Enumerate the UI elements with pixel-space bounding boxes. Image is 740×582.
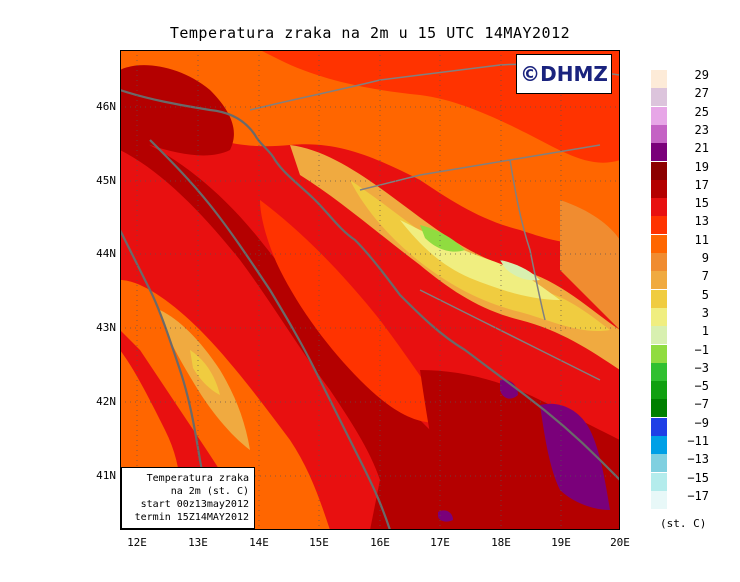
legend-swatch xyxy=(651,472,667,491)
legend-label: −13 xyxy=(687,452,709,467)
legend-swatch xyxy=(651,436,667,454)
legend-swatch xyxy=(651,490,667,509)
legend-swatch xyxy=(651,362,667,381)
lat-label: 45N xyxy=(96,174,116,187)
lat-label: 42N xyxy=(96,395,116,408)
info-line-2: na 2m (st. C) xyxy=(170,486,249,497)
legend-label: −1 xyxy=(694,342,709,357)
legend-label: 23 xyxy=(694,122,709,137)
legend-label: 29 xyxy=(694,68,709,82)
lon-label: 14E xyxy=(249,536,269,549)
legend-units: (st. C) xyxy=(660,517,707,530)
legend-label: −15 xyxy=(687,470,709,485)
legend-label: −11 xyxy=(687,434,709,448)
legend-swatch xyxy=(651,179,667,198)
lat-label: 46N xyxy=(96,100,116,113)
legend-swatch xyxy=(651,399,667,418)
lon-label: 15E xyxy=(309,536,329,549)
legend-swatch xyxy=(651,70,667,88)
legend-label: 5 xyxy=(701,287,709,302)
legend-swatch xyxy=(651,307,667,326)
lat-label: 43N xyxy=(96,321,116,334)
legend-swatch xyxy=(651,417,667,436)
legend-label: 19 xyxy=(694,159,709,174)
legend-label: 17 xyxy=(694,177,709,192)
legend-swatch xyxy=(651,161,667,180)
temperature-field xyxy=(120,50,620,530)
legend-swatch xyxy=(651,124,667,143)
info-line-1: Temperatura zraka xyxy=(146,473,249,484)
legend-swatch xyxy=(651,289,667,308)
legend-swatch xyxy=(651,216,667,235)
lon-label: 12E xyxy=(127,536,147,549)
legend-label: 11 xyxy=(694,232,709,247)
legend-swatch xyxy=(651,88,667,107)
legend-label: 21 xyxy=(694,141,709,156)
legend-swatch xyxy=(651,234,667,253)
legend-label: −3 xyxy=(694,360,709,375)
info-box: Temperatura zraka na 2m (st. C) start 00… xyxy=(121,467,255,529)
lat-label: 44N xyxy=(96,247,116,260)
legend-label: 7 xyxy=(701,269,709,284)
legend-label: 9 xyxy=(701,251,709,265)
legend-swatch xyxy=(651,106,667,125)
legend-label: −7 xyxy=(694,397,709,412)
dhmz-logo: ©DHMZ xyxy=(516,54,612,94)
legend-label: −5 xyxy=(694,379,709,394)
lon-label: 18E xyxy=(491,536,511,549)
legend-swatch xyxy=(651,326,667,345)
lat-label: 41N xyxy=(96,469,116,482)
legend-swatch xyxy=(651,344,667,363)
legend-label: 1 xyxy=(701,324,709,339)
lon-label: 20E xyxy=(610,536,630,549)
legend-label: −17 xyxy=(687,488,709,503)
lon-label: 19E xyxy=(551,536,571,549)
legend-label: −9 xyxy=(694,415,709,430)
info-line-4: termin 15Z14MAY2012 xyxy=(134,512,249,523)
legend-swatch xyxy=(651,381,667,400)
info-line-3: start 00z13may2012 xyxy=(140,499,249,510)
map-title: Temperatura zraka na 2m u 15 UTC 14MAY20… xyxy=(169,24,571,42)
legend-label: 27 xyxy=(694,86,709,101)
legend-swatch xyxy=(651,454,667,473)
legend-swatch xyxy=(651,253,667,271)
legend-label: 13 xyxy=(694,214,709,229)
legend-swatch xyxy=(651,143,667,162)
lon-label: 13E xyxy=(188,536,208,549)
legend-label: 15 xyxy=(694,196,709,211)
legend-label: 3 xyxy=(701,305,709,320)
lon-label: 16E xyxy=(370,536,390,549)
legend-swatch xyxy=(651,198,667,217)
legend-label: 25 xyxy=(694,104,709,119)
lon-label: 17E xyxy=(430,536,450,549)
temperature-map xyxy=(120,50,620,530)
legend-swatch xyxy=(651,271,667,290)
